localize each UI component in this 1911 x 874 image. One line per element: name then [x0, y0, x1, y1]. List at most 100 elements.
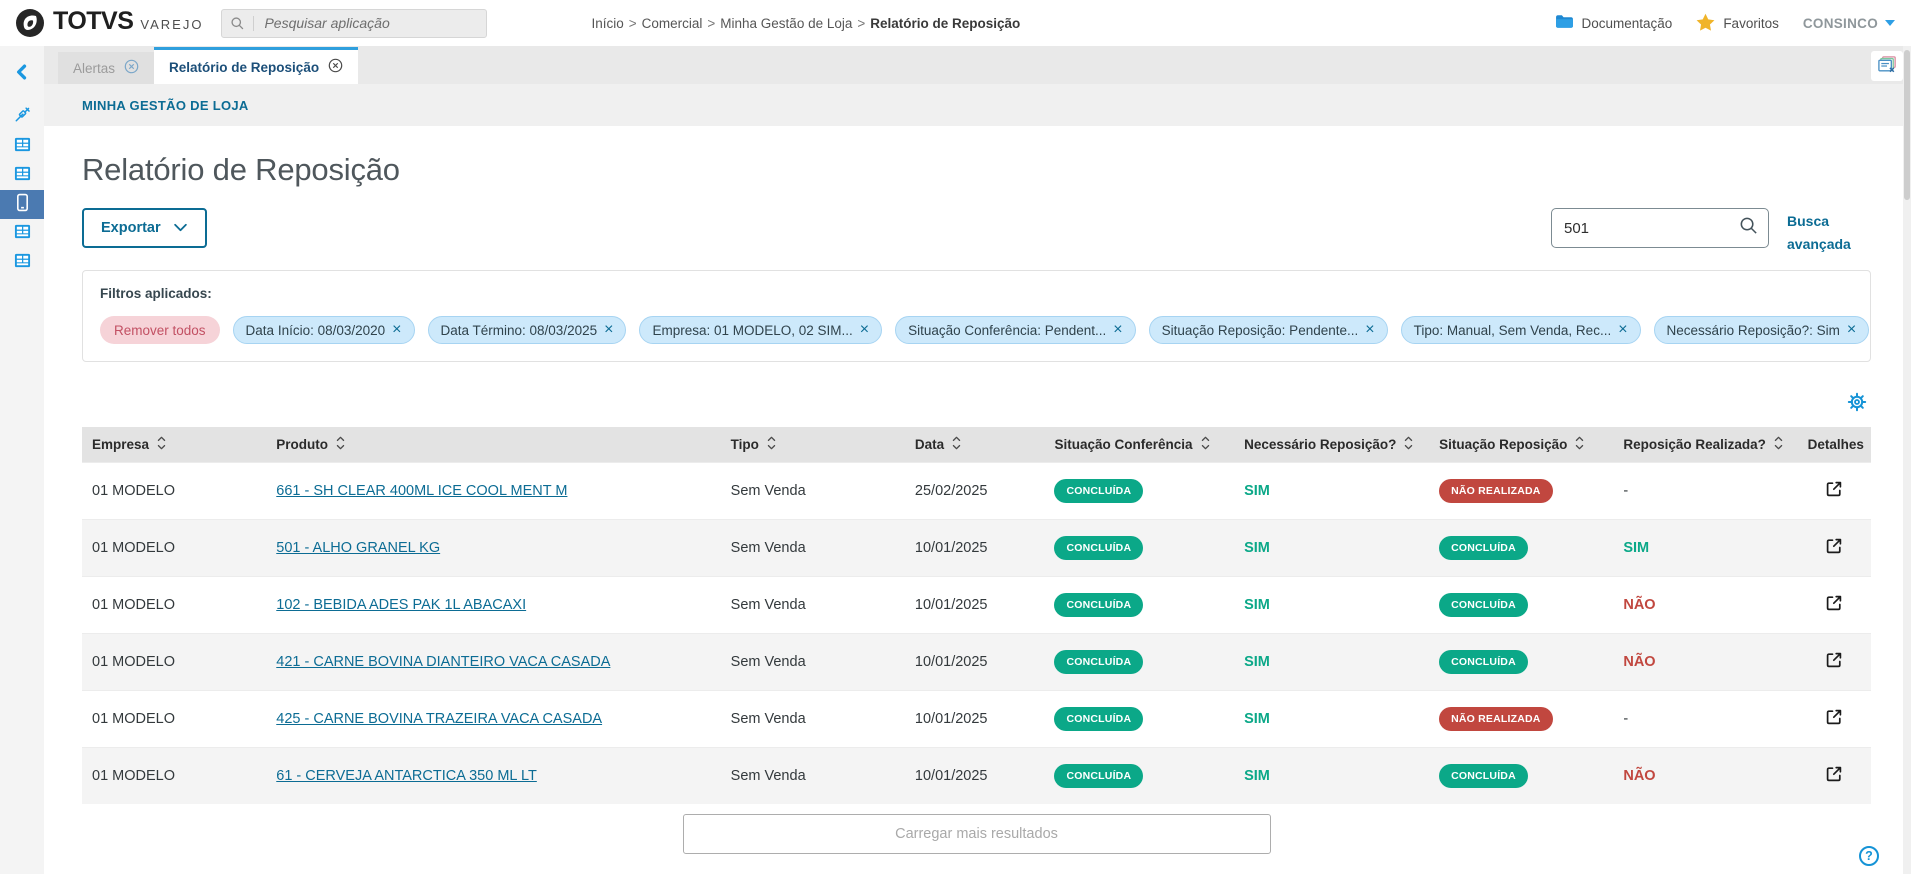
cell-situacao-conferencia: CONCLUÍDA [1044, 519, 1235, 577]
documentation-link[interactable]: Documentação [1555, 14, 1672, 32]
close-all-tabs-icon [1877, 54, 1898, 78]
cell-produto: 102 - BEBIDA ADES PAK 1L ABACAXI [266, 576, 721, 634]
cell-tipo: Sem Venda [720, 633, 905, 691]
table-search-input[interactable] [1564, 219, 1738, 237]
breadcrumb-link[interactable]: Comercial [641, 15, 703, 31]
scrollbar-thumb[interactable] [1904, 50, 1910, 200]
external-link-icon[interactable] [1824, 479, 1844, 502]
sidebar-item-panel-3[interactable] [0, 219, 44, 248]
remove-filter-icon[interactable]: × [1611, 320, 1634, 340]
cell-data: 10/01/2025 [904, 519, 1045, 577]
cell-empresa: 01 MODELO [82, 519, 267, 577]
sidebar-item-panel-2[interactable] [0, 161, 44, 190]
column-sort-control[interactable]: Reposição Realizada? [1623, 436, 1783, 453]
close-all-tabs-button[interactable] [1871, 51, 1903, 81]
column-sort-control[interactable]: Situação Conferência [1054, 436, 1209, 453]
syringe-icon [13, 106, 31, 129]
product-link[interactable]: 501 - ALHO GRANEL KG [276, 540, 441, 557]
product-link[interactable]: 61 - CERVEJA ANTARCTICA 350 ML LT [276, 768, 537, 785]
external-link-icon[interactable] [1824, 650, 1844, 673]
sidebar [0, 46, 44, 874]
cell-situacao-conferencia: CONCLUÍDA [1044, 690, 1235, 748]
favorites-link[interactable]: Favoritos [1696, 13, 1779, 34]
remove-filter-icon[interactable]: × [597, 320, 620, 340]
close-tab-icon[interactable] [124, 59, 139, 77]
breadcrumb-link[interactable]: Minha Gestão de Loja [720, 15, 853, 31]
cell-tipo: Sem Venda [720, 462, 905, 520]
breadcrumb-separator: > [857, 15, 866, 31]
app-search-input[interactable] [254, 15, 487, 31]
load-more-row: Carregar mais resultados [82, 814, 1871, 855]
cell-empresa: 01 MODELO [82, 690, 267, 748]
column-sort-control[interactable]: Data [915, 436, 961, 453]
totvs-logo: TOTVS VAREJO [14, 7, 203, 39]
external-link-icon[interactable] [1824, 764, 1844, 787]
load-more-button[interactable]: Carregar mais resultados [682, 814, 1271, 855]
cell-situacao-conferencia: CONCLUÍDA [1044, 462, 1235, 520]
page-content: Relatório de Reposição Exportar [44, 126, 1911, 874]
product-link[interactable]: 661 - SH CLEAR 400ML ICE COOL MENT M [276, 483, 568, 500]
tab-relatorio-de-reposicao[interactable]: Relatório de Reposição [154, 47, 359, 84]
module-link[interactable]: MINHA GESTÃO DE LOJA [82, 97, 249, 113]
cell-situacao-conferencia: CONCLUÍDA [1044, 576, 1235, 634]
column-header-6: Necessário Reposição? [1234, 427, 1430, 463]
column-sort-control[interactable]: Produto [276, 436, 345, 453]
search-icon[interactable] [1738, 215, 1759, 241]
column-sort-control[interactable]: Necessário Reposição? [1244, 436, 1413, 453]
top-header: TOTVS VAREJO Início>Comercial>Minha Gest… [0, 0, 1911, 46]
remove-filter-icon[interactable]: × [1358, 320, 1381, 340]
product-link[interactable]: 425 - CARNE BOVINA TRAZEIRA VACA CASADA [276, 711, 603, 728]
cell-tipo: Sem Venda [720, 519, 905, 577]
external-link-icon[interactable] [1824, 593, 1844, 616]
export-button[interactable]: Exportar [82, 208, 207, 248]
close-tab-icon[interactable] [328, 58, 343, 76]
user-name: CONSINCO [1802, 15, 1878, 31]
breadcrumb-link[interactable]: Início [591, 15, 624, 31]
column-sort-control[interactable]: Situação Reposição [1439, 436, 1584, 453]
help-icon[interactable]: ? [1859, 846, 1879, 866]
chevron-down-icon [173, 220, 188, 236]
cell-reposicao-realizada: - [1613, 690, 1798, 748]
tab-alertas[interactable]: Alertas [58, 52, 155, 84]
external-link-icon[interactable] [1824, 536, 1844, 559]
cell-empresa: 01 MODELO [82, 633, 267, 691]
sidebar-item-panel-4[interactable] [0, 248, 44, 277]
cell-reposicao-realizada: NÃO [1613, 576, 1798, 634]
tab-bar: Alertas Relatório de Reposição [44, 46, 1911, 84]
column-sort-control[interactable]: Empresa [92, 436, 166, 453]
cell-necessario-reposicao: SIM [1234, 462, 1430, 520]
sidebar-item-tools[interactable] [0, 103, 44, 132]
toolbar: Exportar Busca avançada [82, 208, 1871, 256]
reposicao-status-badge: CONCLUÍDA [1439, 650, 1528, 675]
app-shell: Alertas Relatório de Reposição MINHA GES… [0, 46, 1911, 874]
scrollbar[interactable] [1903, 46, 1911, 874]
necessario-value: SIM [1244, 711, 1270, 728]
remove-all-filters-button[interactable]: Remover todos [100, 316, 220, 345]
user-menu[interactable]: CONSINCO [1803, 16, 1895, 31]
sidebar-item-mobile-active[interactable] [0, 190, 44, 219]
product-link[interactable]: 102 - BEBIDA ADES PAK 1L ABACAXI [276, 597, 527, 614]
remove-filter-icon[interactable]: × [853, 320, 876, 340]
column-label: Situação Reposição [1439, 437, 1568, 453]
cell-produto: 421 - CARNE BOVINA DIANTEIRO VACA CASADA [266, 633, 721, 691]
filter-chip: Situação Conferência: Pendent... × [895, 316, 1136, 345]
totvs-logo-icon [14, 7, 46, 39]
remove-filter-icon[interactable]: × [385, 320, 408, 340]
reposicao-status-badge: CONCLUÍDA [1439, 593, 1528, 618]
sidebar-collapse-button[interactable] [0, 60, 44, 89]
filter-chip-label: Data Término: 08/03/2025 [440, 322, 598, 338]
gear-icon[interactable] [1845, 390, 1869, 417]
advanced-search-link[interactable]: Busca avançada [1787, 213, 1851, 253]
reposicao-status-badge: NÃO REALIZADA [1439, 707, 1553, 732]
sidebar-item-panel-1[interactable] [0, 132, 44, 161]
product-link[interactable]: 421 - CARNE BOVINA DIANTEIRO VACA CASADA [276, 654, 611, 671]
sort-icon [336, 436, 345, 453]
external-link-icon[interactable] [1824, 707, 1844, 730]
filter-chip: Empresa: 01 MODELO, 02 SIM... × [639, 316, 883, 345]
necessario-value: SIM [1244, 540, 1270, 557]
column-sort-control[interactable]: Tipo [731, 436, 776, 453]
table-row: 01 MODELO 421 - CARNE BOVINA DIANTEIRO V… [82, 633, 1871, 691]
cell-data: 10/01/2025 [904, 576, 1045, 634]
remove-filter-icon[interactable]: × [1840, 320, 1863, 340]
remove-filter-icon[interactable]: × [1106, 320, 1129, 340]
